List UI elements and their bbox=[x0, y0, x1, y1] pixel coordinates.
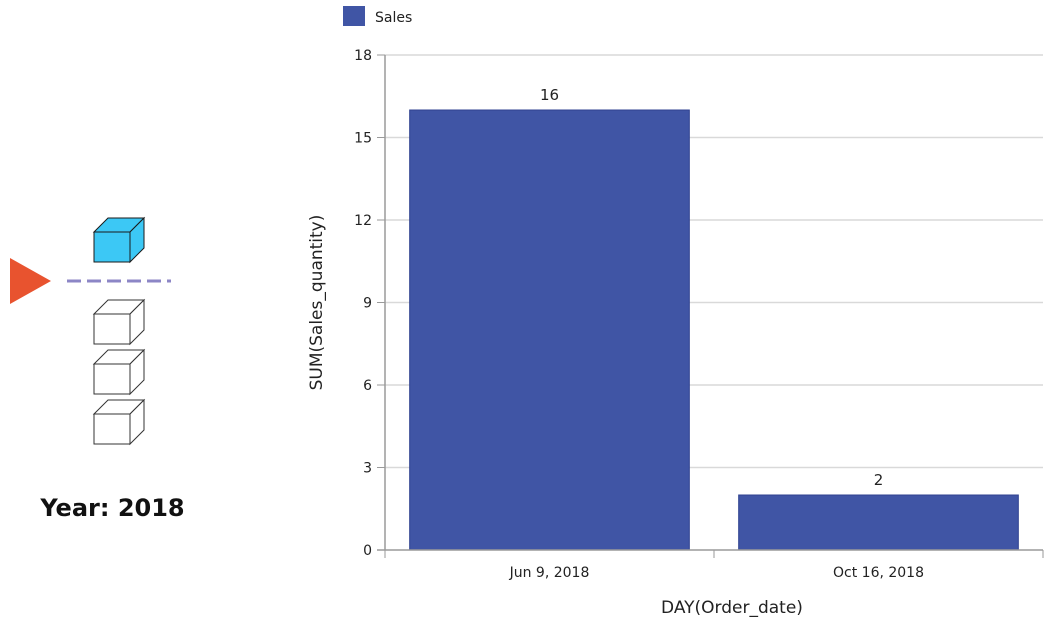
y-axis-title: SUM(Sales_quantity) bbox=[307, 215, 327, 391]
current-year-pointer-icon bbox=[10, 258, 51, 304]
active-year-cube-icon[interactable] bbox=[92, 216, 146, 264]
y-tick-label: 6 bbox=[363, 378, 372, 394]
legend-label-sales: Sales bbox=[375, 10, 412, 26]
y-tick-label: 9 bbox=[363, 296, 372, 312]
year-stack-selector[interactable] bbox=[0, 200, 200, 460]
y-tick-label: 15 bbox=[354, 131, 372, 147]
y-tick-label: 18 bbox=[354, 48, 372, 64]
year-label: Year: 2018 bbox=[40, 494, 185, 522]
x-tick-label: Jun 9, 2018 bbox=[509, 565, 590, 581]
bar-data-label: 16 bbox=[540, 86, 559, 104]
y-tick-label: 12 bbox=[354, 213, 372, 229]
y-tick-label: 3 bbox=[363, 461, 372, 477]
x-tick-label: Oct 16, 2018 bbox=[833, 565, 924, 581]
bar-1[interactable] bbox=[409, 109, 690, 551]
bar-data-label: 2 bbox=[874, 471, 884, 489]
y-tick-label: 0 bbox=[363, 543, 372, 559]
legend-swatch-sales bbox=[343, 6, 365, 26]
inactive-year-cube-icon[interactable] bbox=[92, 348, 146, 396]
inactive-year-cube-icon[interactable] bbox=[92, 398, 146, 446]
x-axis-title: DAY(Order_date) bbox=[661, 598, 803, 618]
inactive-year-cube-icon[interactable] bbox=[92, 298, 146, 346]
bar-2[interactable] bbox=[738, 494, 1019, 551]
